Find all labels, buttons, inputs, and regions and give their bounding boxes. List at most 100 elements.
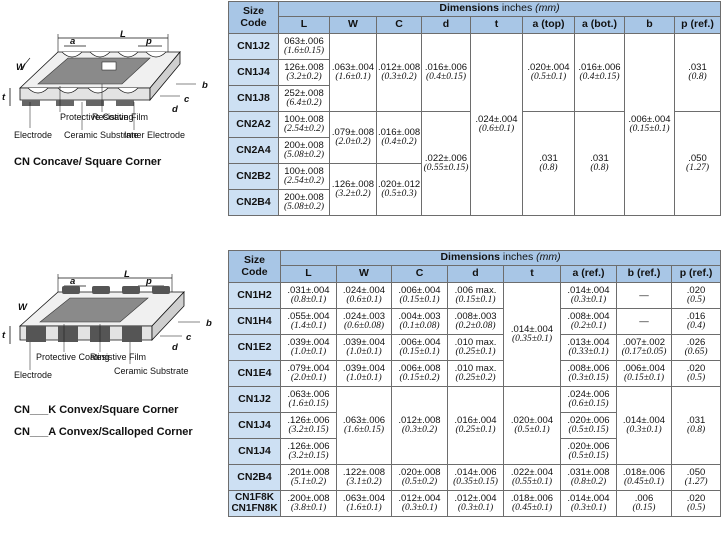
cell-L: .063±.006 (1.6±0.15): [280, 386, 337, 413]
cell-d: .010 max. (0.25±0.2): [447, 360, 504, 387]
size-code: CN2B4: [228, 464, 281, 491]
callout-electrode: Electrode: [14, 370, 52, 380]
size-code-header: Size Code: [228, 1, 279, 34]
cell-W: .122±.008 (3.1±0.2): [336, 464, 392, 491]
cell-d: .008±.003 (0.2±0.08): [447, 308, 504, 335]
cell-L: .055±.004 (1.4±0.1): [280, 308, 337, 335]
dim-t-label: t: [2, 330, 6, 341]
cell-p: .031 (0.8): [673, 33, 722, 112]
col-header-a: a (ref.): [560, 265, 617, 283]
dim-b-label: b: [206, 318, 212, 329]
cell-L: 200±.008 (5.08±0.2): [278, 137, 330, 164]
dim-t-label: t: [2, 92, 6, 103]
cell-p: .026 (0.65): [670, 334, 722, 361]
cell-d: .012±.004 (0.3±0.1): [447, 490, 504, 517]
dim-c-label: c: [186, 332, 192, 343]
dimensions-header: Dimensions inches (mm): [277, 1, 722, 17]
cell-L: 126±.008 (3.2±0.2): [278, 59, 330, 86]
size-code: CN1E2: [228, 334, 281, 361]
cell-C: .012±.008 (0.3±0.2): [376, 33, 422, 112]
col-header-t: t: [470, 16, 523, 34]
bottom-caption-square: CN___K Convex/Square Corner: [14, 404, 179, 416]
cell-C: .012±.008 (0.3±0.2): [391, 386, 448, 465]
col-header-C: C: [391, 265, 448, 283]
size-code: CN1J4: [228, 412, 281, 439]
col-header-W: W: [329, 16, 377, 34]
cell-L: .031±.004 (0.8±0.1): [280, 282, 337, 309]
size-code: CN1J2: [228, 33, 279, 60]
dim-L-label: L: [124, 270, 130, 280]
size-code: CN1F8K CN1FN8K: [228, 490, 281, 517]
col-header-L: L: [278, 16, 330, 34]
cell-C: .004±.003 (0.1±0.08): [391, 308, 448, 335]
cell-L: .039±.004 (1.0±0.1): [280, 334, 337, 361]
cell-a-top: .031 (0.8): [522, 111, 575, 216]
cell-d: .010 max. (0.25±0.1): [447, 334, 504, 361]
cell-p: .016 (0.4): [670, 308, 722, 335]
dim-p-label: p: [145, 276, 152, 287]
cell-L: 063±.006 (1.6±0.15): [278, 33, 330, 60]
col-header-d: d: [447, 265, 504, 283]
size-code: CN1J8: [228, 85, 279, 112]
size-code: CN2A4: [228, 137, 279, 164]
size-code: CN1H4: [228, 308, 281, 335]
size-code-header: Size Code: [228, 250, 281, 283]
cell-d: .014±.006 (0.35±0.15): [447, 464, 504, 491]
cell-L: .126±.006 (3.2±0.15): [280, 412, 337, 439]
cell-C: .012±.004 (0.3±0.1): [391, 490, 448, 517]
cell-W: .024±.003 (0.6±0.08): [336, 308, 392, 335]
cell-p: .050 (1.27): [673, 111, 722, 216]
convex-resistor-diagram: L a p W b t c d Protective Coating Resis…: [2, 270, 212, 380]
cell-L: 100±.008 (2.54±0.2): [278, 163, 330, 190]
cell-C: .006±.004 (0.15±0.1): [391, 282, 448, 309]
cell-t: .020±.004 (0.5±0.1): [503, 386, 561, 465]
cell-d: .022±.006 (0.55±0.15): [421, 111, 471, 216]
cell-t: .014±.004 (0.35±0.1): [503, 282, 561, 387]
dim-W-label: W: [16, 62, 26, 73]
cell-a-bot: .016±.006 (0.4±0.15): [574, 33, 625, 112]
col-header-b: b: [624, 16, 675, 34]
cell-C: .020±.012 (0.5±0.3): [376, 163, 422, 216]
cell-t: .022±.004 (0.55±0.1): [503, 464, 561, 491]
col-header-a-top: a (top): [522, 16, 575, 34]
dim-L-label: L: [120, 29, 126, 40]
cell-a-bot: .031 (0.8): [574, 111, 625, 216]
cell-d: .016±.006 (0.4±0.15): [421, 33, 471, 112]
cell-L: .079±.004 (2.0±0.1): [280, 360, 337, 387]
cell-a: .020±.006 (0.5±0.15): [560, 412, 617, 439]
cell-C: .016±.008 (0.4±0.2): [376, 111, 422, 164]
size-code: CN1J2: [228, 386, 281, 413]
cell-a: .031±.008 (0.8±0.2): [560, 464, 617, 491]
dim-a-label: a: [70, 36, 75, 47]
cell-L: 252±.008 (6.4±0.2): [278, 85, 330, 112]
dim-b-label: b: [202, 80, 208, 91]
callout-protective-coating: Protective Coating: [36, 352, 110, 362]
cell-W: .063±.006 (1.6±0.15): [336, 386, 392, 465]
cell-t: .024±.004 (0.6±0.1): [470, 33, 523, 216]
col-header-C: C: [376, 16, 422, 34]
cell-b: —: [616, 308, 672, 335]
size-code: CN1J4: [228, 59, 279, 86]
col-header-t: t: [503, 265, 561, 283]
cell-W: .126±.008 (3.2±0.2): [329, 163, 377, 216]
concave-dimensions-table: Size Code Dimensions inches (mm) L W C d …: [228, 1, 722, 216]
cell-a: .008±.006 (0.3±0.15): [560, 360, 617, 387]
size-code: CN1H2: [228, 282, 281, 309]
callout-protective-coating: Protective Coating: [60, 112, 134, 122]
col-header-W: W: [336, 265, 392, 283]
cell-d: .016±.004 (0.25±0.1): [447, 386, 504, 465]
cell-L: 100±.008 (2.54±0.2): [278, 111, 330, 138]
cell-b: .006 (0.15): [616, 490, 672, 517]
convex-dimensions-table: Size Code Dimensions inches (mm) L W C d …: [228, 250, 722, 517]
cell-C: .006±.004 (0.15±0.1): [391, 334, 448, 361]
bottom-caption-scalloped: CN___A Convex/Scalloped Corner: [14, 426, 193, 438]
cell-b: .006±.004 (0.15±0.1): [616, 360, 672, 387]
cell-W: .063±.004 (1.6±0.1): [329, 33, 377, 112]
cell-b: —: [616, 282, 672, 309]
cell-a: .024±.006 (0.6±0.15): [560, 386, 617, 413]
callout-ceramic-substrate: Ceramic Substrate: [114, 366, 189, 376]
cell-a: .013±.004 (0.33±0.1): [560, 334, 617, 361]
callout-inner-electrode: Inner Electrode: [124, 130, 185, 140]
cell-W: .024±.004 (0.6±0.1): [336, 282, 392, 309]
col-header-a-bot: a (bot.): [574, 16, 625, 34]
